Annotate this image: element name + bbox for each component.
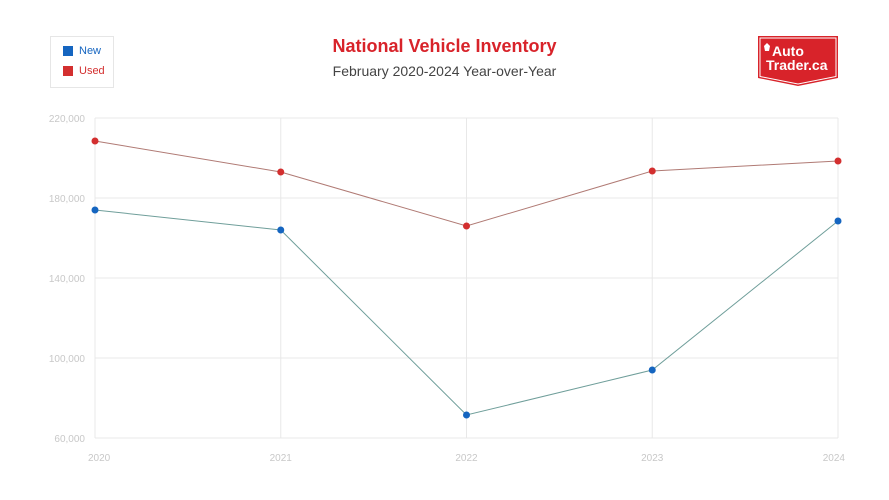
x-tick-label: 2023 xyxy=(641,453,664,464)
legend-swatch-used xyxy=(63,66,73,76)
x-tick-label: 2021 xyxy=(270,453,293,464)
x-tick-label: 2024 xyxy=(823,453,846,464)
svg-text:Auto: Auto xyxy=(772,43,804,59)
y-tick-label: 220,000 xyxy=(49,114,86,125)
y-tick-label: 140,000 xyxy=(49,274,86,285)
autotrader-logo: Auto Trader.ca xyxy=(758,36,838,86)
legend-item-new[interactable]: New xyxy=(63,45,101,57)
svg-text:Trader.ca: Trader.ca xyxy=(766,57,828,73)
legend-swatch-new xyxy=(63,46,73,56)
legend-item-used[interactable]: Used xyxy=(63,65,105,77)
legend-label-new: New xyxy=(79,45,102,57)
x-tick-label: 2022 xyxy=(455,453,478,464)
data-point-new xyxy=(277,226,285,234)
data-point-used xyxy=(91,137,99,145)
data-point-new xyxy=(91,206,99,214)
data-point-used xyxy=(463,222,470,230)
y-tick-label: 180,000 xyxy=(49,194,86,205)
chart-title: National Vehicle Inventory xyxy=(332,36,557,56)
legend-label-used: Used xyxy=(79,65,105,77)
data-point-new xyxy=(463,411,470,419)
data-point-used xyxy=(834,157,842,165)
y-tick-label: 60,000 xyxy=(54,434,85,445)
legend: New Used xyxy=(50,36,114,88)
y-tick-label: 100,000 xyxy=(49,354,86,365)
chart-subtitle: February 2020-2024 Year-over-Year xyxy=(332,63,557,79)
data-point-new xyxy=(834,217,842,225)
data-point-new xyxy=(648,366,656,374)
x-tick-label: 2020 xyxy=(88,453,111,464)
data-point-used xyxy=(277,168,285,176)
data-point-used xyxy=(648,167,656,175)
